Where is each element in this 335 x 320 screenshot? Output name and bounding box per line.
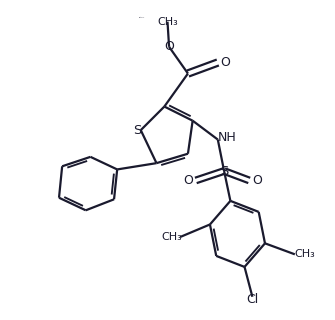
Text: O: O [220, 56, 230, 69]
Text: Cl: Cl [246, 293, 259, 307]
Text: O: O [183, 174, 193, 187]
Text: S: S [220, 164, 228, 178]
Text: CH₃: CH₃ [157, 17, 178, 27]
Text: CH₃: CH₃ [161, 232, 182, 242]
Text: O: O [164, 40, 174, 53]
Text: methoxy: methoxy [139, 16, 145, 18]
Text: O: O [252, 174, 262, 187]
Text: S: S [133, 124, 142, 137]
Text: NH: NH [218, 132, 237, 145]
Text: CH₃: CH₃ [294, 249, 315, 259]
